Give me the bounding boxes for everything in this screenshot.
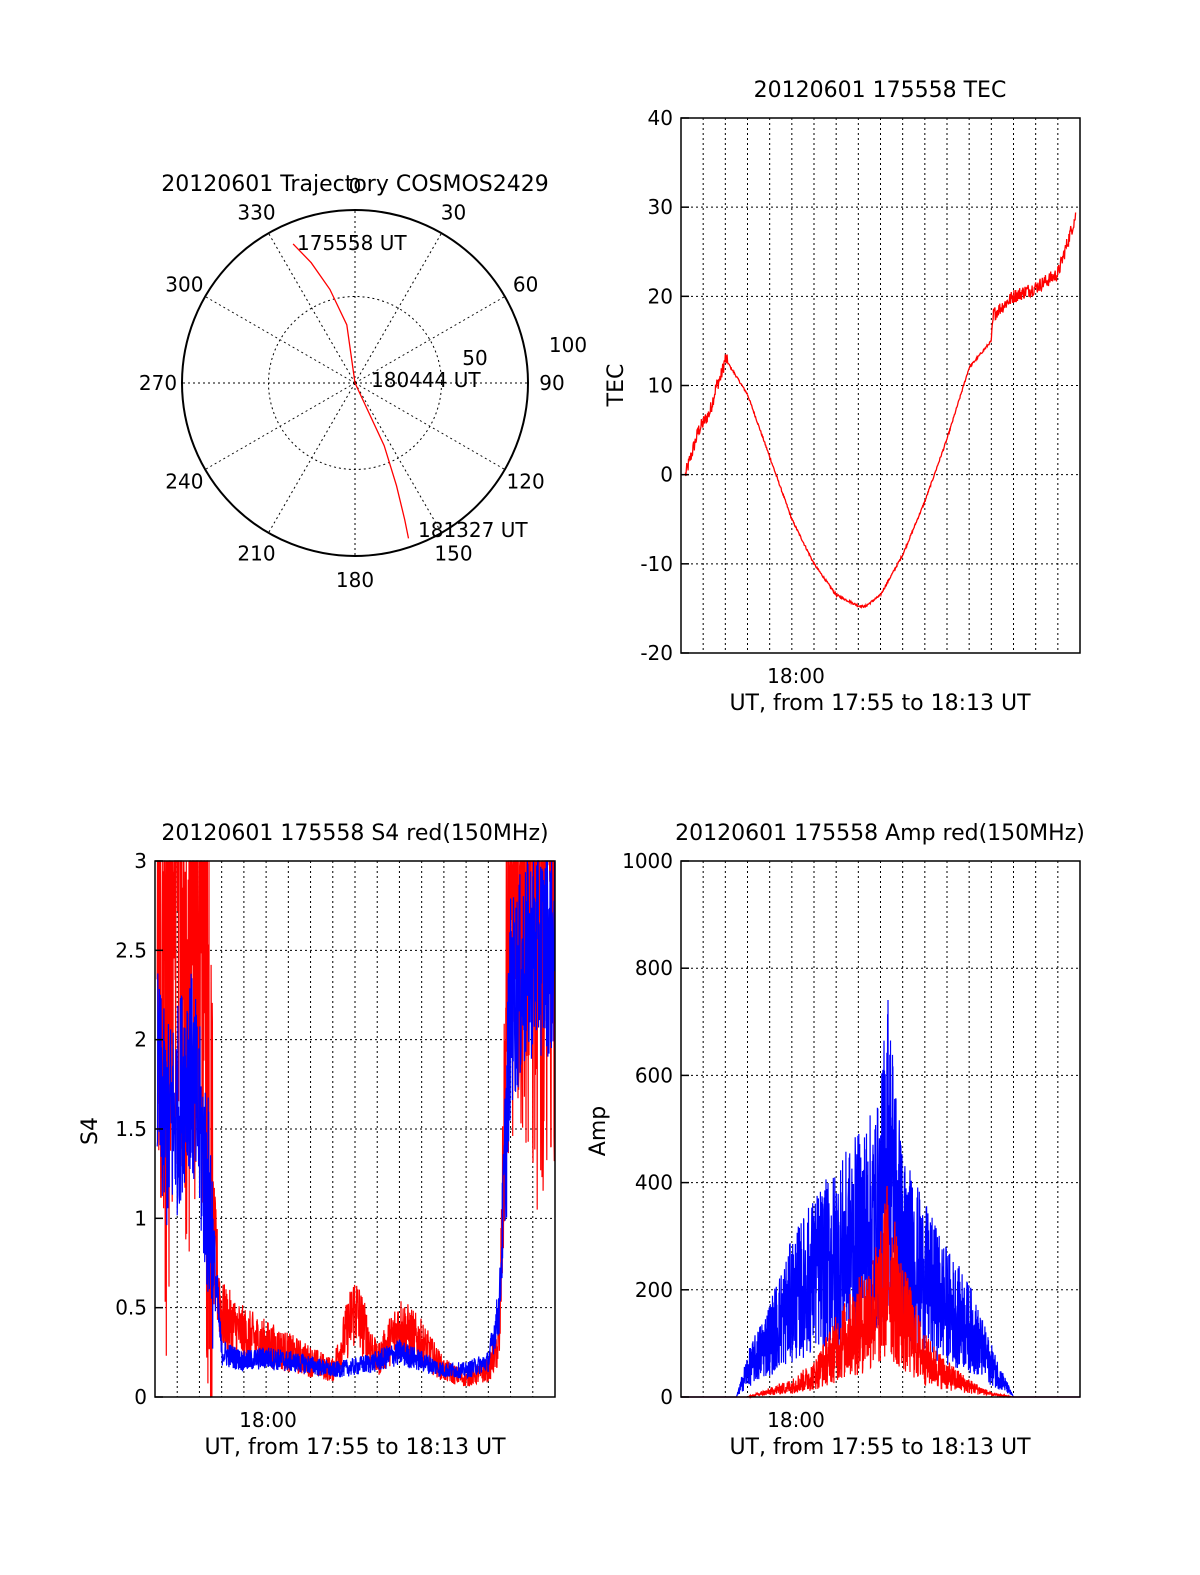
amp-title: 20120601 175558 Amp red(150MHz): [675, 821, 1085, 846]
y-tick-label: 0: [134, 1385, 147, 1409]
tec-x-label: UT, from 17:55 to 18:13 UT: [729, 691, 1031, 716]
polar-spoke: [354, 382, 442, 534]
ring-label-50: 50: [462, 346, 487, 370]
tec-x-tick-1800: 18:00: [767, 664, 825, 688]
y-tick-label: 200: [635, 1278, 673, 1302]
tec-grid: [681, 118, 1080, 653]
s4-x-label: UT, from 17:55 to 18:13 UT: [204, 1435, 506, 1460]
amp-x-label: UT, from 17:55 to 18:13 UT: [729, 1435, 1031, 1460]
azimuth-label: 120: [507, 470, 545, 494]
y-tick-label: 0.5: [115, 1296, 147, 1320]
s4-title: 20120601 175558 S4 red(150MHz): [161, 821, 548, 846]
y-tick-label: -10: [640, 552, 673, 576]
azimuth-label: 60: [513, 273, 538, 297]
amp-y-label: Amp: [586, 1106, 611, 1156]
y-tick-label: 1000: [622, 849, 673, 873]
trajectory-title: 20120601 Trajectory COSMOS2429: [161, 172, 548, 197]
amp-panel: 20120601 175558 Amp red(150MHz) 1000 800 6…: [586, 821, 1085, 1460]
trajectory-start-label: 175558 UT: [297, 231, 407, 255]
azimuth-label: 240: [165, 470, 203, 494]
polar-spoke: [268, 232, 356, 384]
s4-x-tick-1800: 18:00: [239, 1408, 297, 1432]
azimuth-label: 180: [336, 568, 374, 592]
s4-grid: [155, 861, 555, 1397]
azimuth-labels: 0 30 60 90 120 150 180 210 240 270 300 330: [139, 174, 565, 592]
y-tick-label: 30: [648, 195, 673, 219]
polar-spoke: [354, 232, 442, 384]
y-tick-label: 2: [134, 1028, 147, 1052]
azimuth-label: 30: [441, 200, 466, 224]
polar-spoke: [204, 296, 356, 384]
amp-y-ticks: 1000 800 600 400 200 0: [622, 849, 689, 1409]
polar-spoke: [354, 382, 506, 470]
polar-spoke: [268, 382, 356, 534]
tec-title: 20120601 175558 TEC: [754, 78, 1007, 103]
y-tick-label: 600: [635, 1063, 673, 1087]
azimuth-label: 330: [237, 200, 275, 224]
y-tick-label: 400: [635, 1171, 673, 1195]
y-tick-label: 1: [134, 1206, 147, 1230]
y-tick-label: 0: [660, 463, 673, 487]
polar-spoke: [354, 296, 506, 384]
trajectory-panel: 20120601 Trajectory COSMOS2429 0 30 60 90 12…: [139, 172, 587, 592]
trajectory-line: [292, 243, 410, 539]
tec-panel: 20120601 175558 TEC 40 30 20 10 0 -10 -20 18:0…: [604, 78, 1081, 716]
trajectory-end-label: 181327 UT: [418, 518, 528, 542]
y-tick-label: 3: [134, 849, 147, 873]
ring-label-100: 100: [549, 333, 587, 357]
tec-y-label: TEC: [604, 364, 629, 408]
y-tick-label: 20: [648, 284, 673, 308]
amp-plot-frame: [680, 860, 1081, 1398]
s4-blue-series-line: [156, 860, 556, 1380]
y-tick-label: 1.5: [115, 1117, 147, 1141]
y-tick-label: 800: [635, 956, 673, 980]
polar-grid: [182, 210, 528, 556]
polar-spoke: [204, 382, 356, 470]
s4-panel: 20120601 175558 S4 red(150MHz) 3 2.5 2 1.5 1…: [78, 821, 556, 1460]
y-tick-label: -20: [640, 641, 673, 665]
azimuth-label: 300: [165, 273, 203, 297]
azimuth-label: 90: [539, 371, 564, 395]
s4-y-ticks: 3 2.5 2 1.5 1 0.5 0: [115, 849, 163, 1409]
azimuth-label: 150: [434, 542, 472, 566]
trajectory-mid-label: 180444 UT: [371, 368, 481, 392]
amp-x-tick-1800: 18:00: [767, 1408, 825, 1432]
y-tick-label: 40: [648, 106, 673, 130]
azimuth-label: 270: [139, 371, 177, 395]
azimuth-label: 0: [349, 174, 362, 198]
y-tick-label: 10: [648, 374, 673, 398]
tec-y-ticks: 40 30 20 10 0 -10 -20: [640, 106, 689, 665]
azimuth-label: 210: [237, 542, 275, 566]
y-tick-label: 2.5: [115, 938, 147, 962]
y-tick-label: 0: [660, 1385, 673, 1409]
tec-series-line: [684, 212, 1077, 609]
horizon-circle: [181, 209, 529, 557]
s4-y-label: S4: [78, 1117, 103, 1145]
